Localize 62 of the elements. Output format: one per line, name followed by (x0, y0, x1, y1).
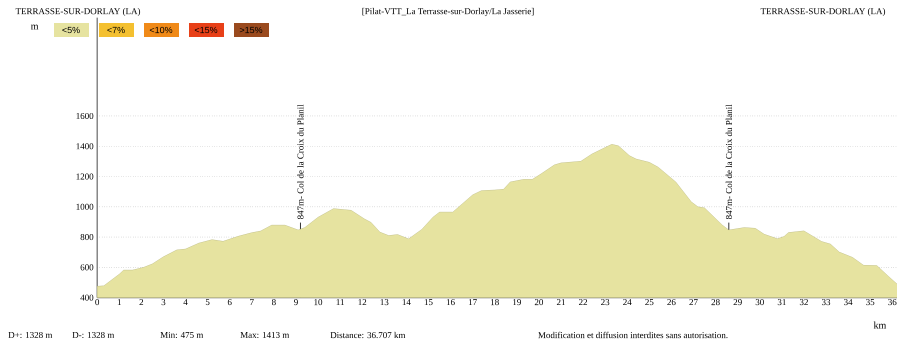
annotation: >15% (240, 26, 262, 34)
x-tick-label: 0 (95, 299, 100, 306)
x-tick-label: 15 (424, 299, 433, 306)
x-tick-label: 7 (250, 299, 254, 305)
x-tick-label: 20 (534, 299, 544, 306)
y-tick-label: 1000 (76, 204, 94, 210)
text: Modification et diffusion interdites sans autorisation. (538, 332, 728, 338)
x-tick-label: 34 (844, 299, 852, 306)
x-tick-label: 17 (468, 299, 477, 306)
x-tick-label: 24 (623, 299, 632, 306)
x-tick-label: 8 (272, 299, 276, 306)
text: D-: 1328 m (72, 332, 114, 338)
x-tick-label: 21 (556, 299, 565, 306)
x-tick-label: 11 (336, 299, 344, 306)
x-tick-label: 25 (645, 299, 654, 306)
x-tick-label: 13 (380, 299, 388, 306)
x-tick-label: 28 (711, 299, 720, 306)
text: D+: 1328 m (8, 332, 52, 338)
x-tick-label: 23 (601, 299, 610, 306)
x-tick-label: 31 (778, 299, 786, 306)
y-tick-label: 600 (80, 264, 94, 270)
x-tick-label: 26 (667, 299, 676, 306)
ref-line-label: 847m- Col de la Croix du Planil (726, 104, 732, 220)
x-tick-label: 3 (162, 299, 166, 306)
x-tick-label: 19 (513, 299, 521, 306)
y-tick-label: 1400 (76, 143, 94, 150)
x-tick-label: 36 (888, 299, 896, 306)
text: TERRASSE-SUR-DORLAY (LA) (16, 8, 140, 16)
y-tick-label: 1200 (76, 173, 94, 180)
x-tick-label: 16 (446, 299, 455, 306)
x-tick-label: 27 (689, 299, 698, 306)
x-tick-label: 14 (402, 299, 411, 306)
x-tick-label: 18 (491, 299, 499, 306)
text: Distance: 36.707 km (330, 332, 406, 338)
y-tick-label: 400 (80, 294, 94, 301)
x-tick-label: 6 (228, 299, 232, 306)
annotation: <15% (194, 26, 218, 34)
annotation: <10% (150, 26, 172, 34)
x-tick-label: 12 (358, 299, 366, 306)
text: TERRASSE-SUR-DORLAY (LA) (760, 8, 886, 16)
annotation: <7% (107, 26, 125, 34)
x-tick-label: 35 (866, 299, 874, 306)
x-tick-label: 33 (822, 299, 830, 306)
x-tick-label: 1 (118, 299, 121, 306)
ref-line-label: 847m- Col de la Croix du Planil (297, 104, 304, 220)
y-tick-label: 1600 (76, 112, 94, 119)
x-tick-label: 5 (206, 299, 210, 306)
x-tick-label: 9 (294, 299, 298, 306)
y-axis-title: m (30, 24, 38, 30)
text: <5% (62, 26, 80, 34)
x-tick-label: 22 (578, 299, 588, 306)
x-tick-label: 30 (756, 299, 764, 306)
x-axis-title: km (874, 322, 886, 328)
x-tick-label: 29 (734, 299, 742, 306)
text: Max: 1413 m (240, 332, 290, 338)
x-tick-label: 2 (140, 299, 144, 306)
text: Min: 475 m (160, 332, 204, 338)
y-tick-label: 800 (80, 234, 94, 240)
x-tick-label: 32 (800, 299, 808, 306)
chart-title: [Pilat-VTT_La Terrasse-sur-Dorlay/La Jasserie] (362, 8, 534, 16)
x-tick-label: 10 (314, 299, 322, 306)
x-tick-label: 4 (183, 299, 188, 306)
